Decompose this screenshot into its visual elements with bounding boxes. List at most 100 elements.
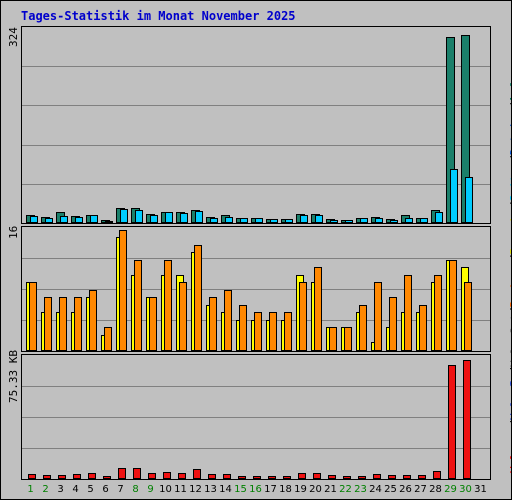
rechner-bar-day-29 xyxy=(449,260,457,351)
bot-panel-ymax-label: 75.33 KB xyxy=(7,350,20,403)
rechner-bar-day-7 xyxy=(119,230,127,351)
day-label-26: 26 xyxy=(399,484,412,495)
mid-panel-ymax-label: 16 xyxy=(7,225,20,239)
day-label-21: 21 xyxy=(324,484,337,495)
rechner-bar-day-5 xyxy=(89,290,97,351)
rechner-bar-day-13 xyxy=(209,297,217,351)
rechner-bar-day-4 xyxy=(74,297,82,351)
day-label-1: 1 xyxy=(27,484,34,495)
page-title: Tages-Statistik im Monat November 2025 xyxy=(21,9,296,23)
volumen-bar-day-23 xyxy=(358,476,366,479)
day-label-22: 22 xyxy=(339,484,352,495)
legend-separator: / xyxy=(508,307,511,314)
rechner-bar-day-25 xyxy=(389,297,397,351)
volumen-bar-day-3 xyxy=(58,475,66,479)
seiten-bar-day-3 xyxy=(60,216,68,223)
seiten-bar-day-25 xyxy=(390,220,398,223)
volumen-bar-day-2 xyxy=(43,475,51,479)
rechner-bar-day-27 xyxy=(419,305,427,351)
legend-separator: / xyxy=(508,254,511,261)
volumen-bar-day-29 xyxy=(448,365,456,479)
legend-item-vol-in: Vol. In xyxy=(508,373,512,421)
seiten-bar-day-7 xyxy=(120,209,128,223)
seiten-bar-day-24 xyxy=(375,218,383,223)
seiten-bar-day-19 xyxy=(300,215,308,223)
visits-hosts-chart xyxy=(22,230,490,351)
day-label-14: 14 xyxy=(219,484,232,495)
seiten-bar-day-12 xyxy=(195,211,203,223)
day-label-13: 13 xyxy=(204,484,217,495)
volumen-bar-day-6 xyxy=(103,476,111,479)
volumen-bar-day-21 xyxy=(328,475,336,479)
rechner-bar-day-20 xyxy=(314,267,322,351)
rechner-bar-day-26 xyxy=(404,275,412,351)
rechner-bar-day-8 xyxy=(134,260,142,351)
legend-separator: / xyxy=(508,155,511,162)
rechner-bar-day-15 xyxy=(239,305,247,351)
seiten-bar-day-22 xyxy=(345,220,353,223)
day-label-30: 30 xyxy=(459,484,472,495)
requests-pages-panel xyxy=(21,26,491,224)
rechner-bar-day-10 xyxy=(164,260,172,351)
day-label-10: 10 xyxy=(159,484,172,495)
rechner-bar-day-6 xyxy=(104,327,112,351)
rechner-bar-day-18 xyxy=(284,312,292,351)
seiten-bar-day-1 xyxy=(30,216,38,223)
volumen-bar-day-27 xyxy=(418,475,426,479)
legend-item-dateien: Dateien xyxy=(508,108,512,156)
rechner-bar-day-3 xyxy=(59,297,67,351)
day-label-8: 8 xyxy=(132,484,139,495)
volumen-bar-day-10 xyxy=(163,472,171,479)
legend-item-anfragen: Anfragen xyxy=(508,49,512,103)
legend-item-vol-out: Vol. Out xyxy=(508,314,512,368)
volumen-bar-day-18 xyxy=(283,476,291,479)
rechner-bar-day-1 xyxy=(29,282,37,351)
seiten-bar-day-17 xyxy=(270,219,278,223)
seiten-bar-day-21 xyxy=(330,220,338,223)
requests-pages-chart xyxy=(22,35,490,223)
volumen-bar-day-12 xyxy=(193,469,201,479)
seiten-bar-day-29 xyxy=(450,169,458,223)
day-label-9: 9 xyxy=(147,484,154,495)
legend: Volumen/Vol. In/Vol. Out/Rechner/Besuche… xyxy=(508,28,512,473)
seiten-bar-day-9 xyxy=(150,215,158,223)
legend-separator: / xyxy=(508,102,511,109)
volumen-bar-day-5 xyxy=(88,473,96,479)
seiten-bar-day-10 xyxy=(165,212,173,223)
legend-separator: / xyxy=(508,420,511,427)
seiten-bar-day-20 xyxy=(315,215,323,223)
day-label-27: 27 xyxy=(414,484,427,495)
day-label-20: 20 xyxy=(309,484,322,495)
rechner-bar-day-11 xyxy=(179,282,187,351)
rechner-bar-day-16 xyxy=(254,312,262,351)
seiten-bar-day-26 xyxy=(405,218,413,223)
volumen-bar-day-7 xyxy=(118,468,126,479)
volumen-bar-day-15 xyxy=(238,476,246,479)
rechner-bar-day-23 xyxy=(359,305,367,351)
volumen-bar-day-11 xyxy=(178,473,186,479)
volumen-bar-day-26 xyxy=(403,475,411,479)
day-label-3: 3 xyxy=(57,484,64,495)
volumen-bar-day-30 xyxy=(463,360,471,479)
seiten-bar-day-6 xyxy=(105,221,113,223)
day-label-6: 6 xyxy=(102,484,109,495)
seiten-bar-day-16 xyxy=(255,218,263,223)
day-label-18: 18 xyxy=(279,484,292,495)
seiten-bar-day-4 xyxy=(75,217,83,223)
volumen-bar-day-4 xyxy=(73,474,81,479)
seiten-bar-day-28 xyxy=(435,212,443,223)
volume-panel xyxy=(21,354,491,480)
volumen-bar-day-22 xyxy=(343,476,351,479)
volumen-bar-day-8 xyxy=(133,468,141,479)
day-label-29: 29 xyxy=(444,484,457,495)
volume-chart xyxy=(22,360,490,479)
day-label-23: 23 xyxy=(354,484,367,495)
day-label-28: 28 xyxy=(429,484,442,495)
seiten-bar-day-18 xyxy=(285,219,293,223)
volumen-bar-day-16 xyxy=(253,476,261,479)
rechner-bar-day-19 xyxy=(299,282,307,351)
day-label-4: 4 xyxy=(72,484,79,495)
volumen-bar-day-19 xyxy=(298,473,306,479)
seiten-bar-day-13 xyxy=(210,218,218,223)
